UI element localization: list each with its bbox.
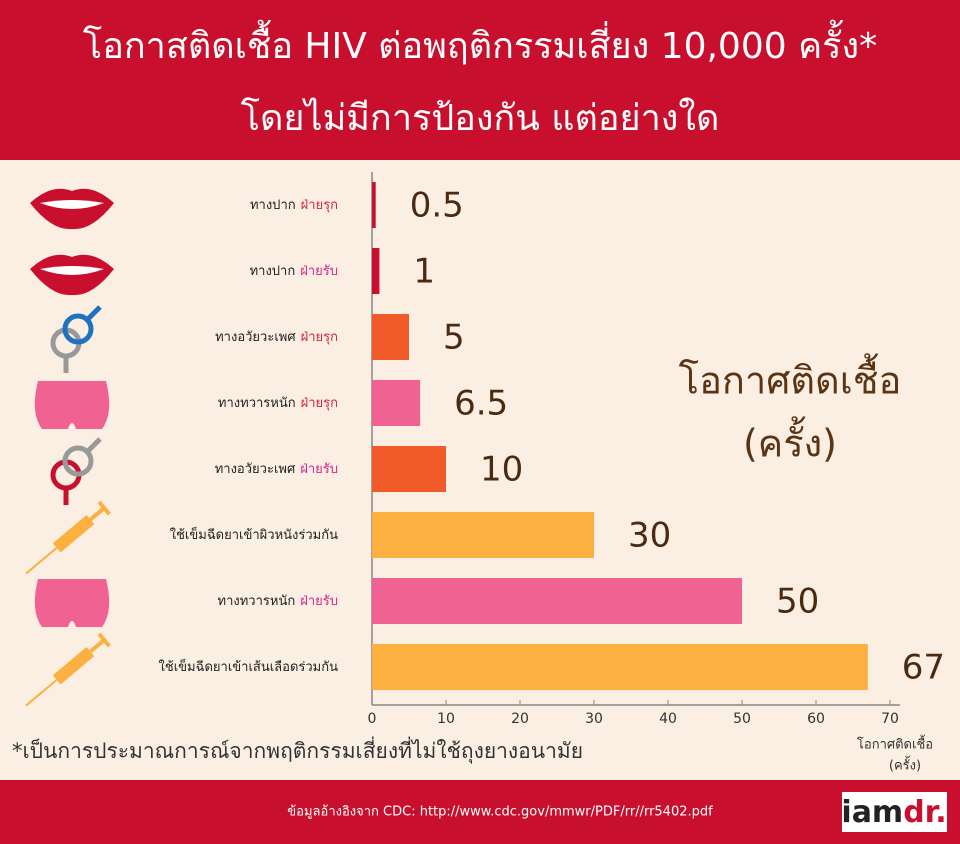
value-label: 1 — [413, 252, 435, 292]
icon — [34, 579, 110, 627]
category-label: ทางทวารหนัก ฝ่ายรับ — [218, 594, 338, 609]
annotation: (ครั้ง) — [743, 416, 837, 466]
category-label: ทางอวัยวะเพศ ฝ่ายรับ — [215, 462, 338, 477]
syringe-needle — [25, 679, 58, 707]
butt — [34, 579, 110, 627]
teeth — [40, 266, 104, 275]
category-name: ทางอวัยวะเพศ — [215, 462, 296, 477]
syringe-end — [97, 500, 111, 516]
chart-subtitle: โดยไม่มีการป้องกัน แต่อย่างใด — [241, 97, 720, 139]
x-tick-label: 50 — [733, 711, 751, 727]
x-tick-label: 20 — [511, 711, 529, 727]
footer-band — [0, 780, 960, 844]
category-name: ทางปาก — [250, 264, 296, 279]
bar — [372, 578, 742, 624]
syringe-needle — [25, 547, 58, 575]
x-tick-label: 0 — [368, 711, 377, 727]
butt — [34, 381, 110, 429]
bar — [372, 512, 594, 558]
bar — [372, 446, 446, 492]
x-tick-label: 10 — [437, 711, 455, 727]
bar — [372, 380, 421, 426]
category-label: ทางปาก ฝ่ายรับ — [250, 264, 338, 279]
x-tick-label: 60 — [807, 711, 825, 727]
category-label: ใช้เข็มฉีดยาเข้าผิวหนังร่วมกัน — [170, 525, 338, 543]
icon — [30, 254, 114, 296]
syringe-body — [52, 646, 95, 685]
x-axis-title: (ครั้ง) — [889, 756, 921, 774]
x-tick-label: 70 — [881, 711, 899, 727]
syringe — [25, 500, 111, 575]
icon — [25, 500, 111, 575]
icon — [50, 437, 102, 505]
category-label: ใช้เข็มฉีดยาเข้าเส้นเลือดร่วมกัน — [159, 657, 339, 675]
category-role: ฝ่ายรุก — [301, 198, 338, 213]
value-label: 67 — [902, 648, 945, 688]
category-role: ฝ่ายรุก — [301, 330, 338, 345]
category-name: ทางทวารหนัก — [218, 594, 296, 609]
syringe-plunger — [89, 638, 106, 654]
value-label: 50 — [776, 582, 819, 622]
header-band — [0, 0, 960, 160]
category-name: ทางปาก — [250, 198, 296, 213]
category-role: ฝ่ายรับ — [300, 594, 338, 609]
category-label: ทางอวัยวะเพศ ฝ่ายรุก — [215, 330, 338, 345]
value-label: 10 — [480, 450, 523, 490]
value-label: 0.5 — [410, 186, 464, 226]
teeth — [40, 200, 104, 209]
x-tick-label: 40 — [659, 711, 677, 727]
bar — [372, 182, 376, 228]
source: ข้อมูลอ้างอิงจาก CDC: http://www.cdc.gov… — [287, 805, 713, 820]
syringe-body — [52, 514, 95, 553]
category-label: ทางปาก ฝ่ายรุก — [250, 198, 338, 213]
bar — [372, 644, 868, 690]
logo-part: dr. — [903, 795, 946, 830]
annotation: โอกาศติดเชื้อ — [679, 353, 902, 403]
bar — [372, 314, 409, 360]
syringe-end — [97, 632, 111, 648]
symbol — [62, 445, 94, 477]
syringe-plunger — [89, 506, 106, 522]
category-label: ทางทวารหนัก ฝ่ายรุก — [218, 396, 338, 411]
footnote: *เป็นการประมาณการณ์จากพฤติกรรมเสี่ยงที่ไ… — [12, 736, 583, 764]
category-name: ทางอวัยวะเพศ — [215, 330, 296, 345]
category-role: ฝ่ายรับ — [300, 264, 338, 279]
chart-title: โอกาสติดเชื้อ HIV ต่อพฤติกรรมเสี่ยง 10,0… — [83, 19, 877, 67]
icon — [34, 381, 110, 429]
value-label: 5 — [443, 318, 465, 358]
icon — [50, 305, 102, 373]
symbol — [62, 313, 94, 345]
category-role: ฝ่ายรับ — [300, 462, 338, 477]
syringe — [25, 632, 111, 707]
category-name: ใช้เข็มฉีดยาเข้าผิวหนังร่วมกัน — [170, 525, 338, 543]
x-axis-title: โอกาศติดเชื้อ — [857, 735, 933, 753]
value-label: 30 — [628, 516, 671, 556]
symbol — [85, 305, 102, 322]
logo-part: iam — [841, 795, 903, 830]
x-tick-label: 30 — [585, 711, 603, 727]
category-name: ทางทวารหนัก — [218, 396, 296, 411]
value-label: 6.5 — [454, 384, 508, 424]
bar — [372, 248, 380, 294]
icon — [30, 188, 114, 230]
category-name: ใช้เข็มฉีดยาเข้าเส้นเลือดร่วมกัน — [159, 657, 339, 675]
symbol — [85, 437, 102, 454]
icon — [25, 632, 111, 707]
logo: iamdr. — [841, 795, 946, 830]
category-role: ฝ่ายรุก — [301, 396, 338, 411]
logo-box — [842, 792, 947, 832]
